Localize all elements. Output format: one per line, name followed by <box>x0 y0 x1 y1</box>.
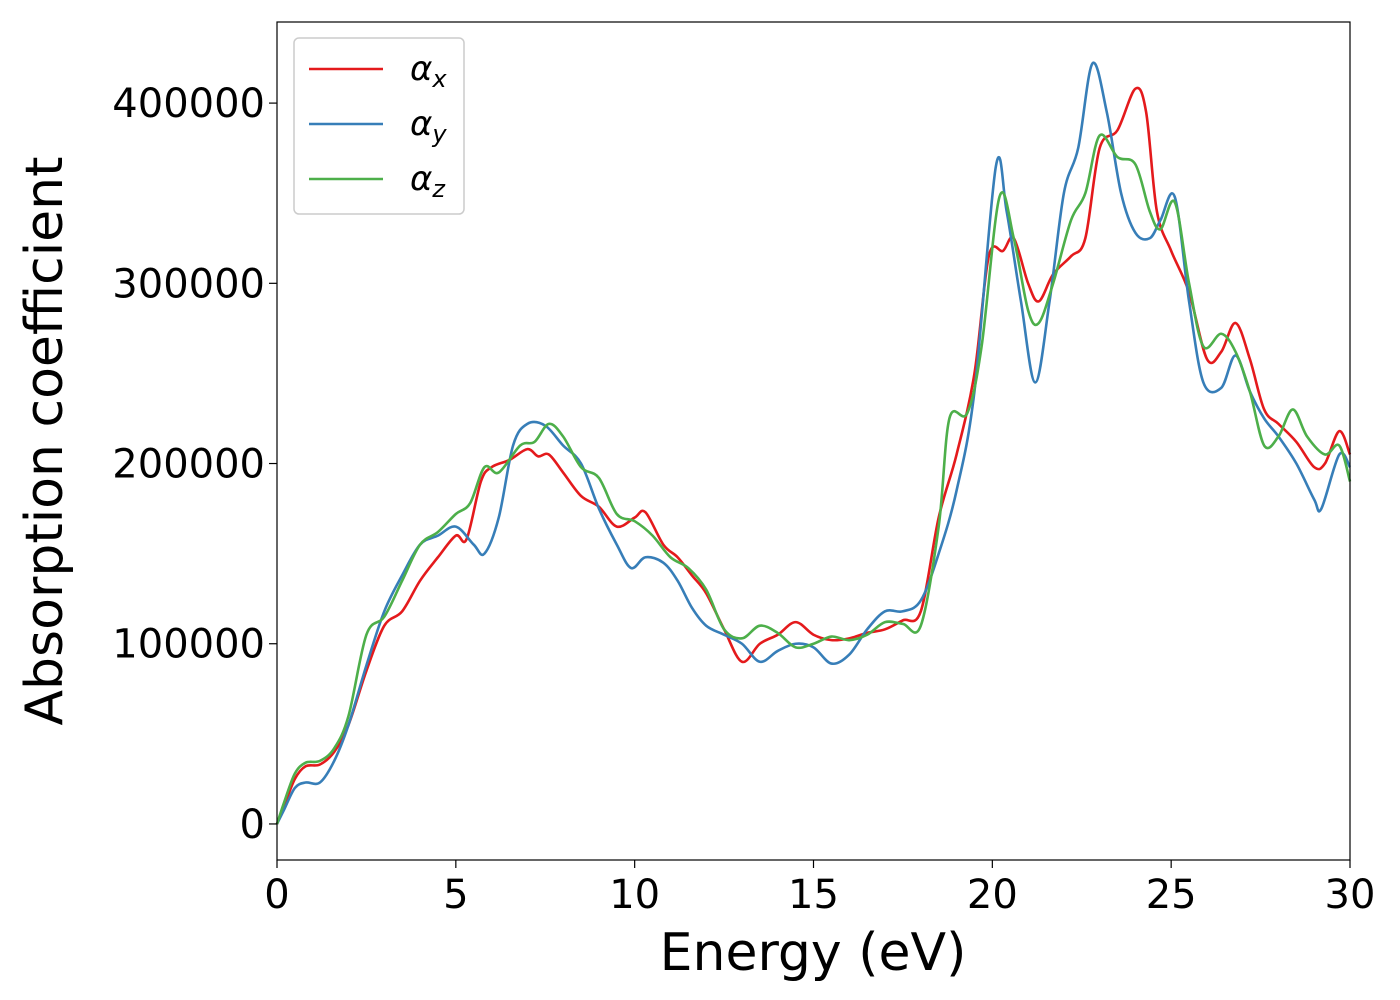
series-layer <box>275 61 1352 825</box>
x-tick-label: 5 <box>443 872 468 918</box>
x-tick-label: 25 <box>1146 872 1197 918</box>
legend: αx αy αz <box>293 37 465 215</box>
x-tick-label: 30 <box>1325 872 1376 918</box>
legend-label-x: αx <box>410 49 447 93</box>
x-tick-label: 15 <box>788 872 839 918</box>
x-tick-label: 20 <box>967 872 1018 918</box>
x-tick-label: 0 <box>264 872 289 918</box>
legend-label-y: αy <box>410 104 447 148</box>
series-line-z <box>275 133 1352 825</box>
legend-box <box>293 37 465 215</box>
x-axis-label: Energy (eV) <box>660 923 967 983</box>
y-axis-label: Absorption coefficient <box>15 156 75 725</box>
y-tick-label: 0 <box>240 802 265 848</box>
y-tick-label: 200000 <box>112 442 265 488</box>
y-tick-label: 400000 <box>112 81 265 127</box>
y-tick-label: 100000 <box>112 622 265 668</box>
x-axis: 0 5 10 15 20 25 30 <box>264 860 1375 918</box>
y-axis: 0 100000 200000 300000 400000 <box>112 81 277 848</box>
y-tick-label: 300000 <box>112 261 265 307</box>
legend-label-z: αz <box>410 159 446 203</box>
x-tick-label: 10 <box>609 872 660 918</box>
